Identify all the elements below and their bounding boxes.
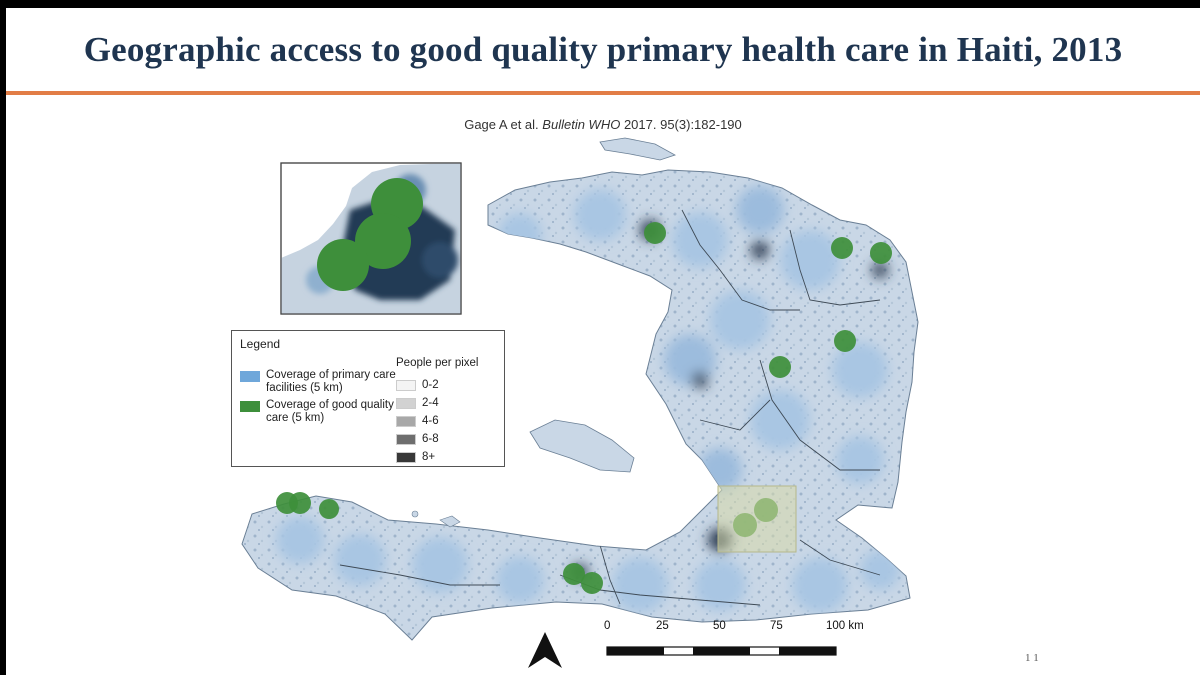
ppp-bin-3: 6-8 [396,433,439,445]
scale-label-75: 75 [770,620,783,632]
ppp-swatch-3 [396,433,416,445]
citation: Gage A et al. Bulletin WHO 2017. 95(3):1… [6,117,1200,132]
small-island [411,510,419,518]
scale-label-50: 50 [713,620,726,632]
north-arrow-icon [528,632,562,668]
citation-authors: Gage A et al. [464,117,539,132]
people-per-pixel-title: People per pixel [396,357,479,369]
ppp-swatch-2 [396,415,416,427]
ppp-label-4: 8+ [422,451,436,463]
citation-journal: Bulletin WHO [542,117,621,132]
legend-title: Legend [240,337,281,351]
legend-item-primary-coverage: Coverage of primary care facilities (5 k… [240,369,396,395]
good-quality-swatch [240,401,260,412]
cayemites-island [439,515,461,528]
ppp-label-0: 0-2 [422,379,439,391]
gonave-island [529,419,635,473]
scale-label-100: 100 km [826,620,864,632]
inset-map [280,162,462,315]
scale-bar [606,646,837,656]
title-divider [6,91,1200,95]
good-quality-label: Coverage of good quality care (5 km) [266,399,394,424]
ppp-label-2: 4-6 [422,415,439,427]
legend-item-good-quality: Coverage of good quality care (5 km) [240,399,396,425]
primary-coverage-swatch [240,371,260,382]
scale-label-25: 25 [656,620,669,632]
ppp-swatch-0 [396,379,416,391]
tortuga-island [599,137,676,161]
scale-label-0: 0 [604,620,611,632]
ppp-bin-0: 0-2 [396,379,439,391]
ppp-swatch-4 [396,451,416,463]
inset-location-box [717,485,797,553]
ppp-bin-1: 2-4 [396,397,439,409]
citation-ref: 2017. 95(3):182-190 [623,117,742,132]
ppp-label-3: 6-8 [422,433,439,445]
ppp-bin-2: 4-6 [396,415,439,427]
ppp-label-1: 2-4 [422,397,439,409]
ppp-bin-4: 8+ [396,451,435,463]
page-number: 1 1 [1025,652,1039,664]
primary-coverage-label: Coverage of primary care facilities (5 k… [266,369,396,394]
ppp-swatch-1 [396,397,416,409]
slide-title: Geographic access to good quality primar… [83,30,1123,69]
map-legend: Legend Coverage of primary care faciliti… [231,330,505,467]
